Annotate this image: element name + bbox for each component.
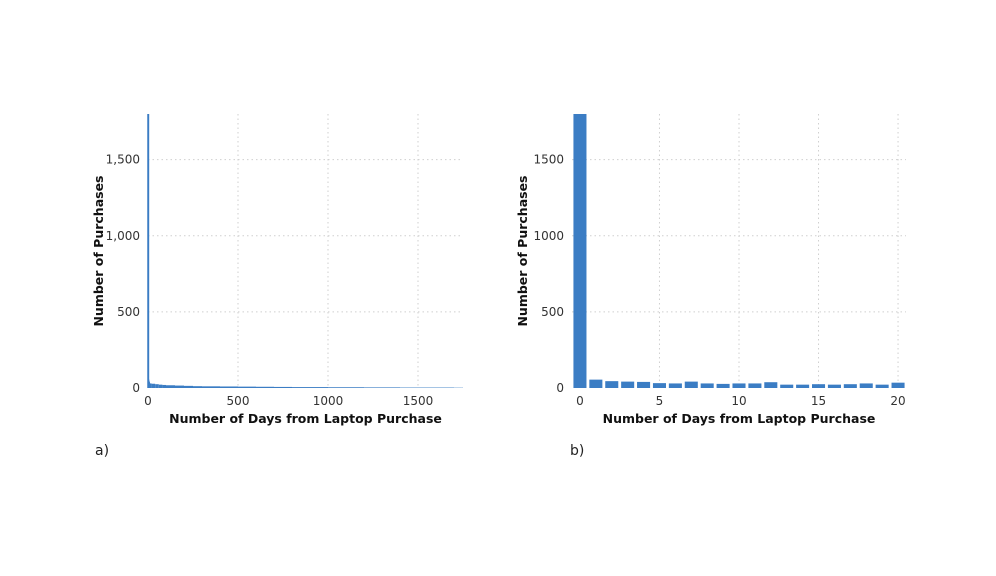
a-bar-12 (175, 385, 184, 388)
a-bar-14 (193, 386, 202, 388)
b-bar-11 (748, 383, 762, 388)
b-bar-16 (827, 384, 841, 388)
a-xtick-label-0: 0 (144, 394, 152, 408)
a-ytick-label-3: 1,500 (106, 153, 140, 167)
a-bar-13 (184, 385, 193, 388)
a-bar-5 (148, 383, 151, 388)
b-bar-13 (780, 384, 794, 388)
b-bar-4 (637, 381, 651, 388)
a-bar-18 (256, 386, 274, 388)
b-xtick-label-1: 5 (656, 394, 664, 408)
a-bar-21 (310, 387, 328, 388)
b-bar-0 (573, 114, 587, 388)
b-bar-14 (796, 384, 810, 388)
a-xlabel: Number of Days from Laptop Purchase (169, 411, 442, 426)
panel-label-a: a) (95, 443, 110, 459)
a-bar-23 (346, 387, 364, 388)
a-bar-20 (292, 387, 310, 388)
b-ytick-label-1: 500 (541, 305, 564, 319)
a-bar-11 (166, 385, 175, 388)
a-bar-7 (151, 383, 156, 388)
panel-label-b: b) (570, 443, 585, 459)
chart-a: 0 500 1000 1500 0 500 1,000 1,500 Number of Days… (91, 114, 463, 426)
a-ytick-label-1: 500 (117, 305, 140, 319)
b-xlabel: Number of Days from Laptop Purchase (603, 411, 876, 426)
b-xtick-label-4: 20 (890, 394, 905, 408)
b-xtick-label-0: 0 (576, 394, 584, 408)
b-bar-2 (605, 381, 619, 388)
b-ytick-label-3: 1500 (533, 153, 564, 167)
a-xtick-label-3: 1500 (403, 394, 434, 408)
b-bar-10 (732, 383, 746, 388)
b-bar-18 (859, 383, 873, 388)
a-ytick-label-2: 1,000 (106, 229, 140, 243)
a-ylabel: Number of Purchases (91, 175, 106, 326)
b-xtick-label-2: 10 (731, 394, 746, 408)
a-xtick-label-1: 500 (227, 394, 250, 408)
a-bar-17 (238, 386, 256, 388)
b-bar-9 (716, 383, 730, 388)
a-xtick-label-2: 1000 (313, 394, 344, 408)
a-bar-25 (382, 387, 400, 388)
a-bar-15 (202, 386, 220, 388)
a-bar-6 (149, 383, 152, 388)
b-bar-1 (589, 379, 603, 388)
a-bar-24 (364, 387, 382, 388)
b-ytick-label-0: 0 (556, 381, 564, 395)
b-bar-17 (843, 384, 857, 388)
b-xtick-label-3: 15 (811, 394, 826, 408)
b-bar-19 (875, 384, 889, 388)
a-bar-22 (328, 387, 346, 388)
b-ylabel: Number of Purchases (515, 175, 530, 326)
b-bar-15 (812, 384, 826, 388)
a-bar-16 (220, 386, 238, 388)
b-bar-3 (621, 381, 635, 388)
a-bar-9 (158, 384, 163, 388)
a-bar-8 (155, 384, 159, 388)
chart-b: 0 5 10 15 20 0 500 1000 1500 Number of Days from … (515, 114, 906, 426)
b-bar-12 (764, 382, 778, 388)
b-bar-8 (700, 383, 714, 388)
a-bar-19 (274, 386, 292, 388)
b-ytick-label-2: 1000 (533, 229, 564, 243)
a-bar-10 (162, 384, 166, 388)
b-bar-7 (684, 381, 698, 388)
a-ytick-label-0: 0 (132, 381, 140, 395)
b-bar-5 (652, 383, 666, 388)
b-bar-6 (668, 383, 682, 388)
b-bar-20 (891, 382, 905, 388)
